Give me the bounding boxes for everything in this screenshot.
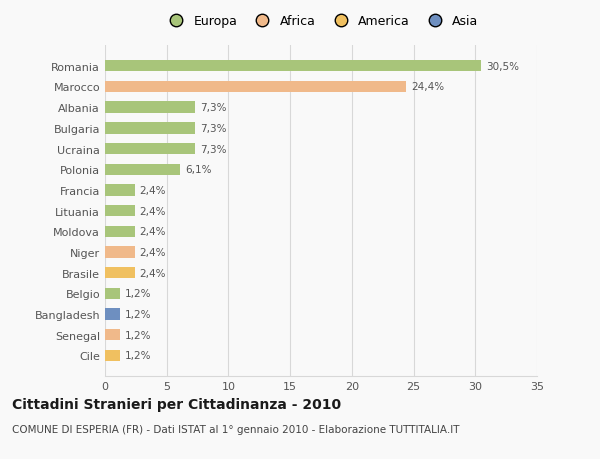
Bar — [105, 350, 120, 361]
Bar — [105, 247, 134, 258]
Legend: Europa, Africa, America, Asia: Europa, Africa, America, Asia — [158, 10, 484, 33]
Text: 30,5%: 30,5% — [487, 62, 520, 72]
Text: 2,4%: 2,4% — [140, 227, 166, 237]
Bar — [105, 164, 180, 175]
Text: 2,4%: 2,4% — [140, 268, 166, 278]
Text: 1,2%: 1,2% — [125, 330, 151, 340]
Text: 2,4%: 2,4% — [140, 206, 166, 216]
Bar — [105, 309, 120, 320]
Bar — [105, 82, 406, 93]
Text: 7,3%: 7,3% — [200, 144, 227, 154]
Bar — [105, 61, 481, 72]
Text: 6,1%: 6,1% — [185, 165, 212, 175]
Text: COMUNE DI ESPERIA (FR) - Dati ISTAT al 1° gennaio 2010 - Elaborazione TUTTITALIA: COMUNE DI ESPERIA (FR) - Dati ISTAT al 1… — [12, 425, 460, 435]
Bar — [105, 268, 134, 279]
Bar — [105, 123, 195, 134]
Text: 24,4%: 24,4% — [411, 82, 444, 92]
Text: 7,3%: 7,3% — [200, 103, 227, 113]
Bar — [105, 330, 120, 341]
Text: Cittadini Stranieri per Cittadinanza - 2010: Cittadini Stranieri per Cittadinanza - 2… — [12, 397, 341, 411]
Text: 2,4%: 2,4% — [140, 247, 166, 257]
Bar — [105, 288, 120, 299]
Text: 7,3%: 7,3% — [200, 123, 227, 134]
Text: 1,2%: 1,2% — [125, 351, 151, 361]
Text: 2,4%: 2,4% — [140, 185, 166, 196]
Text: 1,2%: 1,2% — [125, 289, 151, 299]
Bar — [105, 206, 134, 217]
Bar — [105, 226, 134, 237]
Bar — [105, 102, 195, 113]
Text: 1,2%: 1,2% — [125, 309, 151, 319]
Bar — [105, 144, 195, 155]
Bar — [105, 185, 134, 196]
